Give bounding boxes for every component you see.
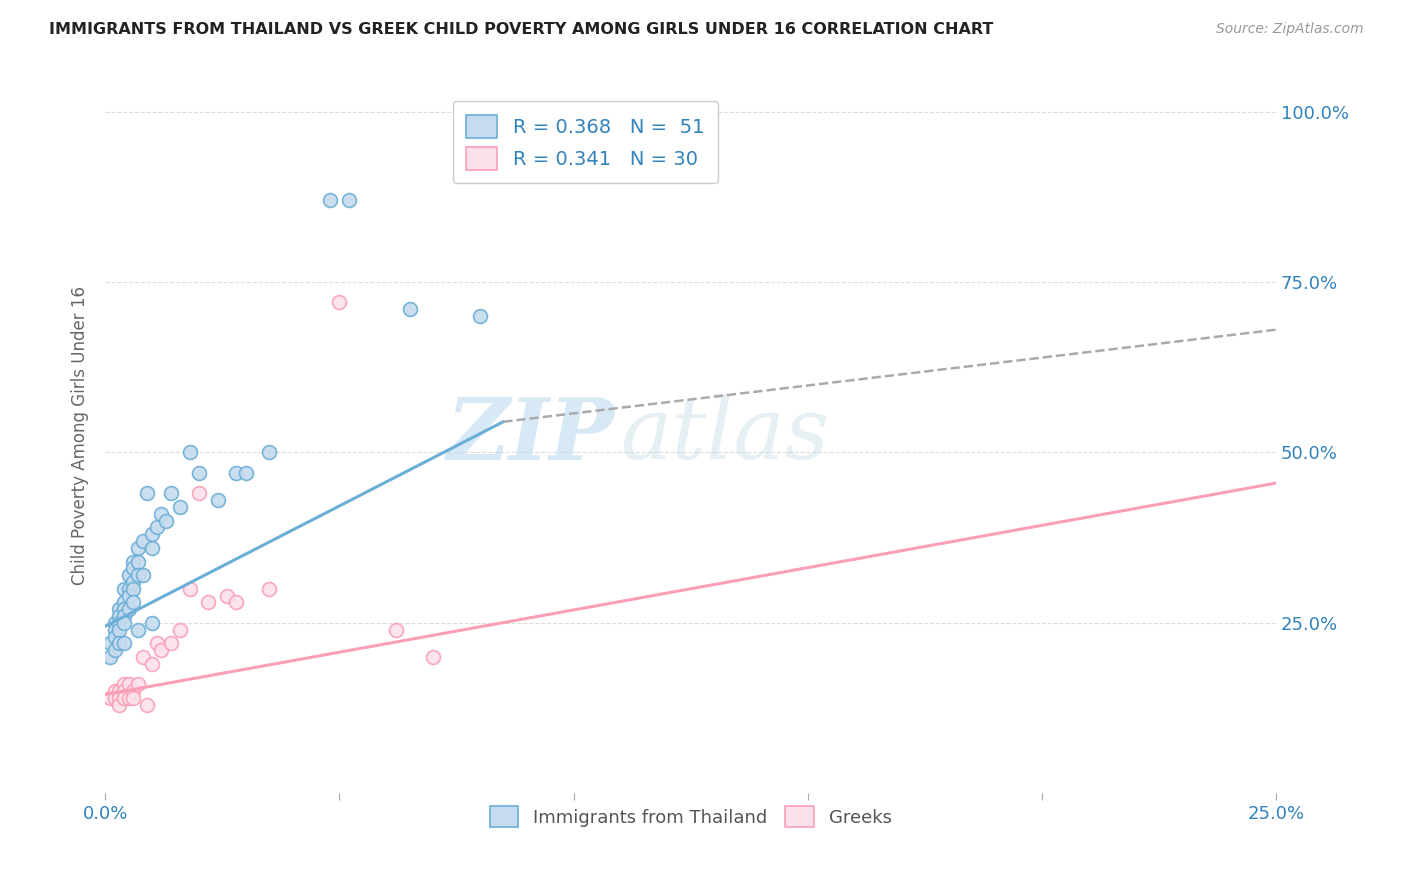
Point [468,309,491,323]
Point [127,623,149,637]
Point [136,486,159,500]
Point [117,568,139,582]
Point [257,445,280,459]
Point [112,595,135,609]
Point [108,623,131,637]
Point [141,541,163,555]
Point [122,574,145,589]
Point [225,466,247,480]
Point [257,582,280,596]
Point [103,630,125,644]
Point [328,295,350,310]
Point [179,445,201,459]
Point [108,615,131,630]
Point [108,636,131,650]
Point [117,582,139,596]
Point [122,582,145,596]
Point [235,466,257,480]
Point [319,193,342,207]
Point [215,589,238,603]
Point [127,541,149,555]
Point [108,698,131,712]
Point [145,520,167,534]
Point [141,657,163,671]
Point [98,690,121,705]
Point [108,684,131,698]
Point [179,582,201,596]
Point [103,623,125,637]
Point [136,698,159,712]
Point [127,568,149,582]
Point [117,677,139,691]
Point [122,690,145,705]
Point [155,514,177,528]
Point [122,555,145,569]
Point [117,690,139,705]
Point [108,690,131,705]
Point [150,507,173,521]
Point [103,684,125,698]
Point [127,555,149,569]
Point [117,602,139,616]
Point [122,561,145,575]
Point [131,534,153,549]
Text: atlas: atlas [620,394,830,476]
Point [159,486,181,500]
Point [112,677,135,691]
Point [197,595,219,609]
Legend: Immigrants from Thailand, Greeks: Immigrants from Thailand, Greeks [482,799,898,834]
Point [145,636,167,650]
Point [112,690,135,705]
Point [108,609,131,624]
Y-axis label: Child Poverty Among Girls Under 16: Child Poverty Among Girls Under 16 [72,286,89,585]
Point [207,493,229,508]
Point [103,615,125,630]
Point [384,623,406,637]
Point [141,615,163,630]
Point [112,609,135,624]
Point [112,615,135,630]
Point [98,636,121,650]
Point [122,595,145,609]
Point [159,636,181,650]
Point [398,302,420,317]
Text: IMMIGRANTS FROM THAILAND VS GREEK CHILD POVERTY AMONG GIRLS UNDER 16 CORRELATION: IMMIGRANTS FROM THAILAND VS GREEK CHILD … [49,22,994,37]
Point [187,486,209,500]
Point [98,650,121,665]
Point [103,690,125,705]
Text: Source: ZipAtlas.com: Source: ZipAtlas.com [1216,22,1364,37]
Point [337,193,360,207]
Point [112,684,135,698]
Point [141,527,163,541]
Point [225,595,247,609]
Point [112,636,135,650]
Point [122,684,145,698]
Point [131,568,153,582]
Point [112,602,135,616]
Point [108,602,131,616]
Point [169,500,191,514]
Point [169,623,191,637]
Text: ZIP: ZIP [447,393,614,477]
Point [187,466,209,480]
Point [112,582,135,596]
Point [150,643,173,657]
Point [103,643,125,657]
Point [117,589,139,603]
Point [422,650,444,665]
Point [131,650,153,665]
Point [127,677,149,691]
